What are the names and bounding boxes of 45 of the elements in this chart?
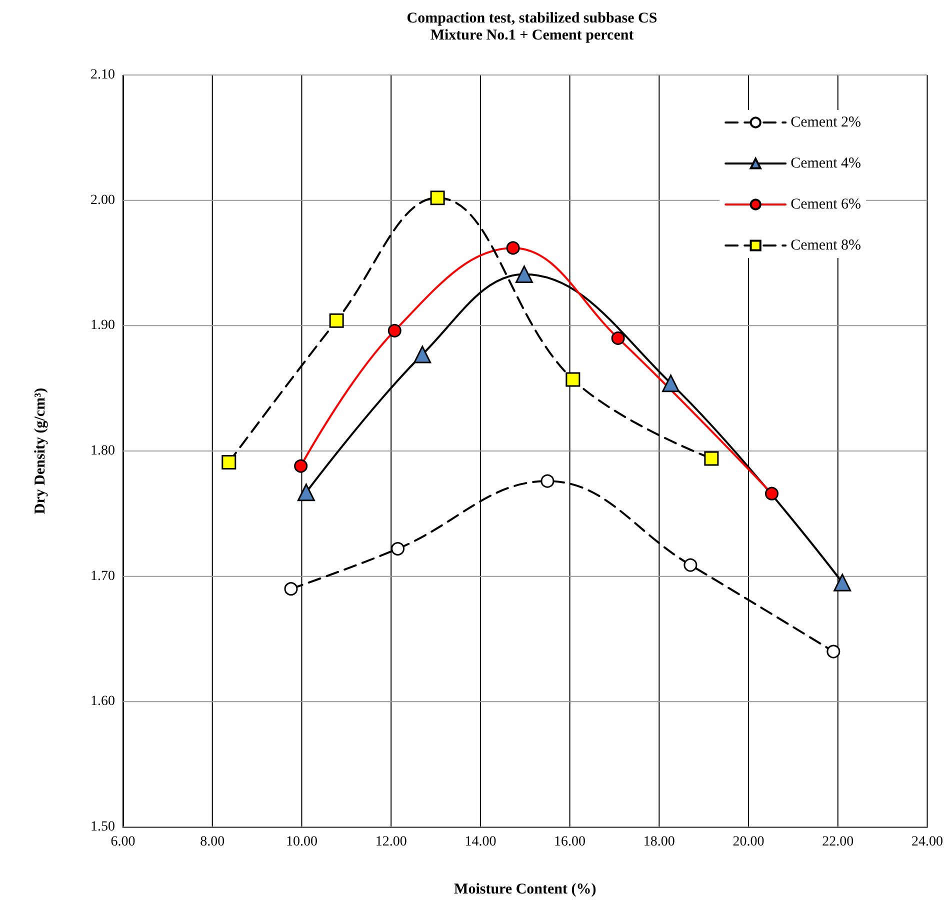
y-tick-label: 2.10 [90,68,115,82]
point [540,474,554,488]
point [566,372,580,387]
x-tick-label: 18.00 [643,834,675,850]
point [297,484,315,502]
legend-label: Cement 2% [790,114,862,130]
x-tick-label: 6.00 [110,834,136,850]
x-tick-label: 22.00 [822,834,854,850]
point [826,644,840,658]
x-axis-title: Moisture Content (%) [454,882,596,898]
x-tick-label: 8.00 [200,834,225,850]
point [765,486,779,500]
point [329,313,344,328]
point [414,346,432,364]
point [704,451,719,466]
chart-title: Compaction test, stabilized subbase CS [406,10,658,26]
y-tick-label: 1.90 [90,318,115,334]
point [284,582,298,596]
point [662,374,680,392]
x-tick-label: 16.00 [554,834,586,850]
legend-label: Cement 4% [790,156,862,172]
chart-subtitle: Mixture No.1 + Cement percent [430,28,634,44]
point [294,459,308,473]
point [684,558,698,572]
point [388,324,402,338]
y-tick-label: 1.50 [90,820,115,834]
y-tick-label: 1.80 [90,444,115,458]
y-axis-title: Dry Density (g/cm³) [32,388,48,514]
point [834,574,852,592]
x-tick-label: 20.00 [732,834,764,850]
x-tick-label: 14.00 [464,834,496,850]
point [506,241,520,255]
point [391,542,405,556]
point [222,455,236,470]
y-tick-label: 2.00 [90,192,115,208]
y-tick-label: 1.70 [90,568,115,584]
x-tick-label: 24.00 [912,834,943,850]
y-tick-label: 1.60 [90,694,115,710]
point [515,266,533,284]
legend-label: Cement 6% [790,196,862,212]
point [611,331,625,345]
x-tick-label: 12.00 [375,834,407,850]
legend-label: Cement 8% [790,238,862,254]
x-tick-label: 10.00 [286,834,318,850]
point [430,190,445,206]
